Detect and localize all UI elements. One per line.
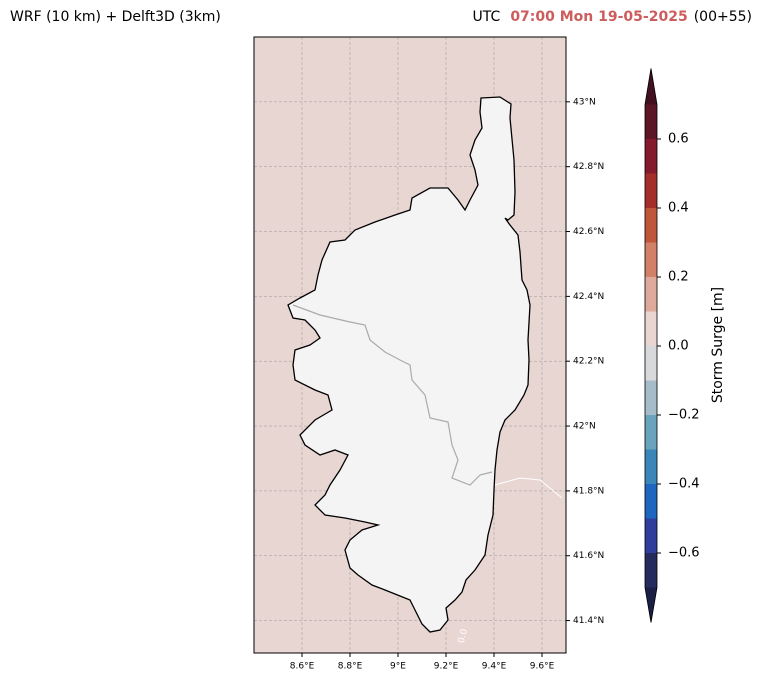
- colorbar-tick-label: 0.6: [668, 132, 689, 147]
- color-segment: [645, 311, 657, 346]
- y-tick-label: 42.4°N: [573, 292, 604, 302]
- colorbar: −0.6 −0.4 −0.2 0.0 0.2 0.4 0.6: [644, 68, 700, 623]
- color-segment: [645, 173, 657, 208]
- y-tick-label: 41.6°N: [573, 551, 604, 561]
- x-tick-label: 9.6°E: [530, 662, 555, 672]
- x-tick-label: 9.2°E: [434, 662, 459, 672]
- color-segment: [645, 380, 657, 415]
- color-segment: [645, 346, 657, 381]
- x-tick-label: 8.8°E: [338, 662, 363, 672]
- y-tick-label: 43°N: [573, 97, 596, 107]
- lead: (00+55): [694, 9, 752, 25]
- colorbar-tick-label: −0.4: [668, 477, 700, 492]
- zone: UTC: [473, 9, 501, 25]
- color-segment: [645, 277, 657, 312]
- x-tick-label: 9.4°E: [482, 662, 507, 672]
- color-segment: [645, 242, 657, 277]
- colorbar-tick-label: −0.6: [668, 546, 700, 561]
- colorbar-tick-label: 0.2: [668, 270, 689, 285]
- over-arrow: [645, 68, 657, 105]
- y-tick-label: 42.8°N: [573, 162, 604, 172]
- y-tick-label: 42.6°N: [573, 227, 604, 237]
- contour: [494, 477, 563, 499]
- y-tick-label: 41.8°N: [573, 486, 604, 496]
- color-segment: [645, 518, 657, 553]
- color-segment: [645, 208, 657, 243]
- color-segment: [645, 104, 657, 139]
- boundary: [292, 304, 493, 486]
- y-tick-label: 41.4°N: [573, 616, 604, 626]
- frame: [253, 36, 567, 654]
- color-segment: [645, 449, 657, 484]
- color-segment: [645, 415, 657, 450]
- x-tick-label: 9°E: [390, 662, 406, 672]
- colorbar-outline: [644, 68, 658, 623]
- colorbar-tick-label: 0.4: [668, 201, 689, 216]
- color-segment: [645, 484, 657, 519]
- colorbar-label: Storm Surge [m]: [710, 287, 726, 403]
- under-arrow: [645, 587, 657, 623]
- y-tick-label: 42.2°N: [573, 357, 604, 367]
- time: 07:00 Mon 19-05-2025: [510, 9, 687, 25]
- map: 0.0: [253, 36, 567, 654]
- y-tick-label: 42°N: [573, 422, 596, 432]
- x-tick-label: 8.6°E: [290, 662, 315, 672]
- colorbar-tick-label: 0.0: [668, 339, 689, 354]
- colorbar-tick-label: −0.2: [668, 408, 700, 423]
- color-segment: [645, 553, 657, 588]
- title: WRF (10 km) + Delft3D (3km): [10, 9, 221, 25]
- time-header: UTC 07:00 Mon 19-05-2025 (00+55): [473, 9, 752, 25]
- color-segment: [645, 139, 657, 174]
- contour-label: 0.0: [457, 628, 470, 645]
